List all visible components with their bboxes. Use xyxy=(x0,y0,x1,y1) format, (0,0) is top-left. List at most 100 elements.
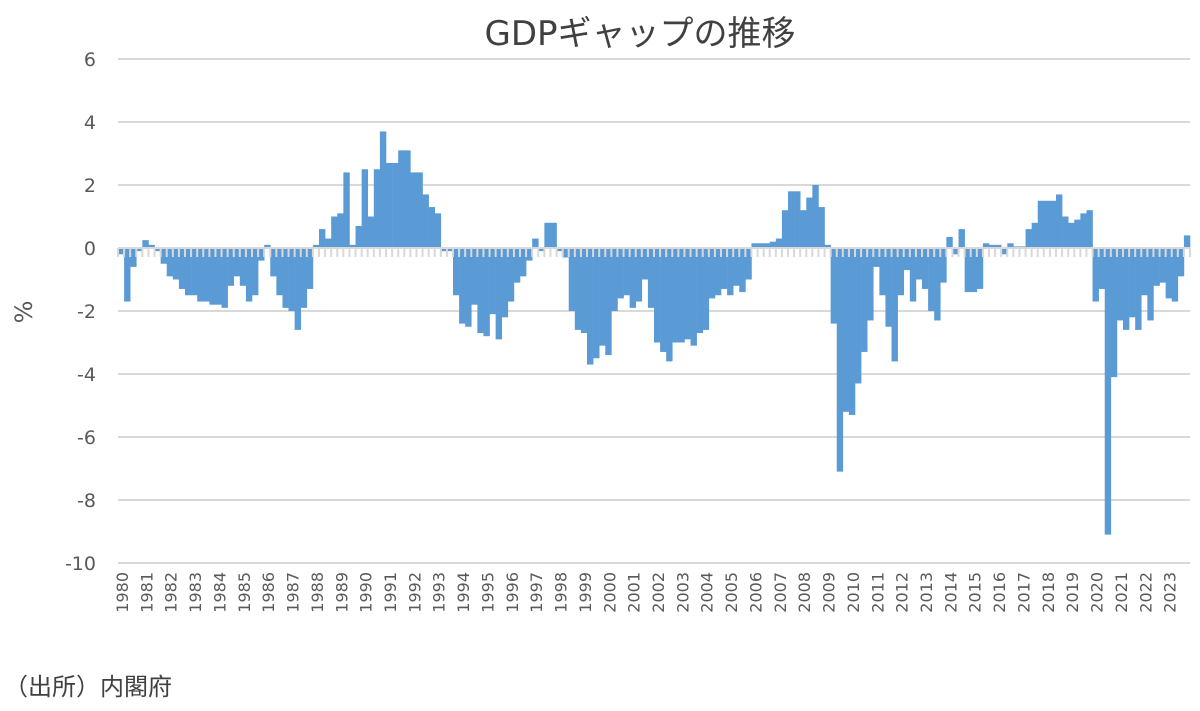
x-tick-label: 1987 xyxy=(284,572,303,613)
bar xyxy=(922,248,929,289)
bar xyxy=(459,248,466,324)
bar xyxy=(398,150,405,248)
x-tick-label: 2014 xyxy=(941,572,960,613)
bar xyxy=(879,248,886,296)
x-tick-label: 1981 xyxy=(137,572,156,613)
bar xyxy=(245,248,253,302)
bar xyxy=(386,162,393,248)
bar xyxy=(629,248,637,308)
bar xyxy=(836,248,844,472)
bar xyxy=(434,213,442,248)
y-tick-label: 6 xyxy=(84,49,96,71)
bar xyxy=(148,244,155,248)
bar xyxy=(1080,213,1087,248)
bar xyxy=(568,248,576,311)
bar xyxy=(136,248,143,252)
bar xyxy=(763,243,771,248)
x-tick-label: 2003 xyxy=(673,572,692,613)
bar xyxy=(264,244,271,248)
bar xyxy=(532,238,539,248)
bar xyxy=(209,248,216,305)
chart-title: GDPギャップの推移 xyxy=(484,14,795,54)
bar xyxy=(1123,248,1130,330)
bar xyxy=(1001,248,1008,255)
bar xyxy=(842,248,850,412)
bar xyxy=(1153,248,1160,286)
bar xyxy=(1086,210,1093,248)
bar xyxy=(1007,243,1014,248)
x-tick-label: 1995 xyxy=(478,572,497,613)
bar xyxy=(952,248,959,255)
bar xyxy=(660,248,667,352)
bar xyxy=(1037,200,1045,248)
y-tick-label: 4 xyxy=(84,112,96,134)
bar xyxy=(331,216,338,248)
bar xyxy=(562,248,570,258)
bar xyxy=(270,248,277,277)
bar xyxy=(897,248,905,296)
bar xyxy=(1147,248,1154,321)
bar xyxy=(392,162,399,248)
bar xyxy=(806,197,813,248)
y-tick-label: -10 xyxy=(65,553,96,575)
x-tick-label: 1996 xyxy=(503,572,522,613)
bar xyxy=(605,248,612,356)
bar xyxy=(995,244,1002,248)
bar xyxy=(915,248,923,280)
x-tick-label: 2011 xyxy=(868,572,887,613)
bar xyxy=(513,248,521,283)
bar xyxy=(1043,200,1051,248)
bar xyxy=(1092,248,1099,302)
bar xyxy=(727,248,734,296)
bar xyxy=(873,248,880,267)
x-tick-label: 2018 xyxy=(1039,572,1058,613)
bar xyxy=(958,229,965,248)
bar xyxy=(239,248,247,286)
bar xyxy=(1068,222,1075,248)
bar xyxy=(855,248,862,384)
bar xyxy=(587,248,594,365)
x-tick-label: 2000 xyxy=(600,572,619,613)
bar xyxy=(721,248,728,289)
bar xyxy=(288,248,295,311)
bar xyxy=(812,185,819,248)
bar xyxy=(416,172,423,248)
bar xyxy=(623,248,630,296)
x-tick-label: 2023 xyxy=(1161,572,1180,613)
bar xyxy=(172,248,180,280)
bar xyxy=(538,248,545,252)
y-tick-label: -2 xyxy=(77,301,96,323)
bar xyxy=(635,248,643,302)
bar xyxy=(160,248,168,264)
bar xyxy=(325,238,332,248)
y-axis-ticks: 6 4 2 0 -2 -4 -6 -8 -10 xyxy=(65,49,96,575)
bar xyxy=(1025,229,1032,248)
bar xyxy=(367,216,375,248)
bar xyxy=(891,248,898,362)
bar xyxy=(221,248,228,308)
bar xyxy=(599,248,606,346)
bar xyxy=(306,248,314,289)
bar xyxy=(666,248,673,362)
bar xyxy=(440,248,448,252)
bar xyxy=(1171,248,1179,302)
bar xyxy=(1110,248,1118,378)
x-tick-label: 1993 xyxy=(430,572,449,613)
bar xyxy=(690,248,697,346)
bar xyxy=(276,248,283,296)
bar xyxy=(946,236,953,248)
bar xyxy=(684,248,691,340)
x-tick-label: 1989 xyxy=(332,572,351,613)
bar xyxy=(788,191,795,248)
bar xyxy=(714,248,722,296)
bar xyxy=(355,225,362,248)
bar xyxy=(428,207,436,248)
bar xyxy=(574,248,582,330)
x-tick-label: 2001 xyxy=(625,572,644,613)
bar xyxy=(252,248,259,296)
bar xyxy=(191,248,198,296)
bar xyxy=(794,191,801,248)
x-tick-label: 1988 xyxy=(308,572,327,613)
bar xyxy=(550,222,557,248)
bar xyxy=(556,248,563,252)
